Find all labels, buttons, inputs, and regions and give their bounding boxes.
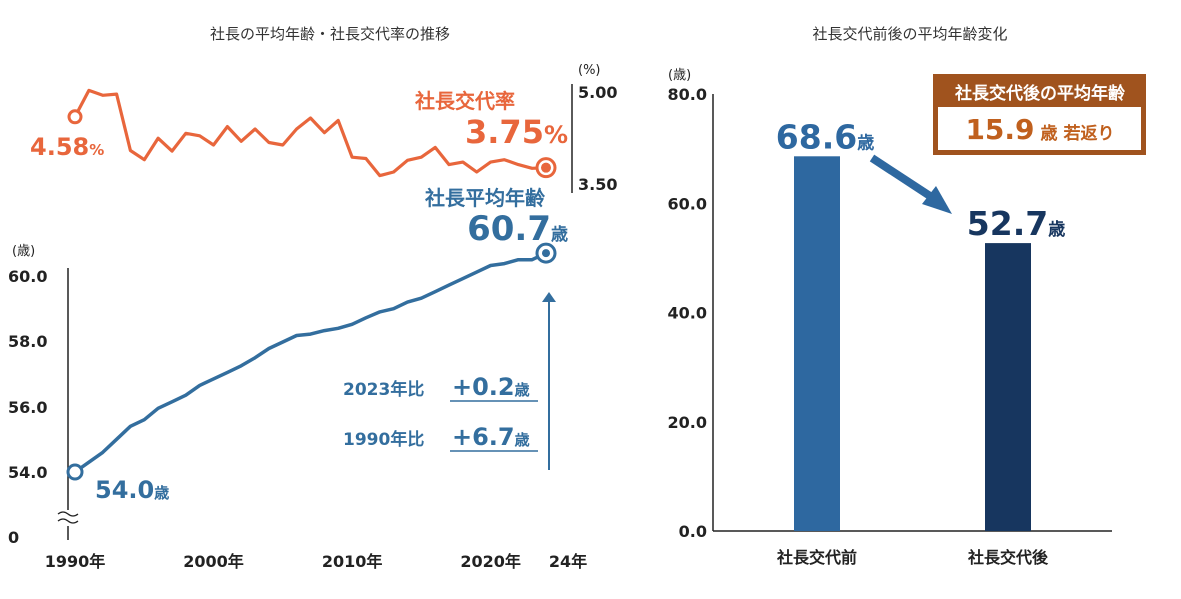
- annotation-vs-2023-prefix: 2023年比: [343, 379, 424, 400]
- age-series-line: [73, 251, 547, 474]
- age-points: [66, 242, 557, 481]
- axis-break-icon: [57, 511, 79, 524]
- bar-y-tick-label: 60.0: [668, 194, 707, 213]
- bar-value-label: 68.6歳: [776, 117, 874, 156]
- rate-points: [67, 109, 557, 179]
- badge-value: 15.9 歳若返り: [965, 113, 1114, 146]
- age-axis-unit: (歳): [12, 244, 35, 259]
- bar-y-tick-label: 0.0: [679, 522, 707, 541]
- x-tick-label: 1990年: [45, 552, 106, 571]
- x-tick-label: 2000年: [183, 552, 244, 571]
- age-tick-540: 54.0: [8, 463, 47, 482]
- age-tick-580: 58.0: [8, 332, 47, 351]
- right-chart: 社長交代前後の平均年齢変化 (歳) 80.0 60.0 40.0 20.0 0.0 68…: [668, 25, 1146, 567]
- annotation-vs-1990: 1990年比 +6.7歳: [343, 423, 538, 452]
- badge-title: 社長交代後の平均年齢: [954, 83, 1126, 104]
- rate-tick-500: 5.00: [578, 83, 617, 102]
- right-chart-title: 社長交代前後の平均年齢変化: [812, 25, 1007, 43]
- bar: [794, 156, 840, 532]
- rate-series-line: [73, 88, 547, 178]
- bar-value-label: 52.7歳: [967, 204, 1065, 243]
- age-tick-zero: 0: [8, 528, 19, 547]
- x-tick-label: 2010年: [322, 552, 383, 571]
- decrease-arrow-head-icon: [922, 186, 952, 214]
- age-point-core: [542, 249, 550, 258]
- left-x-ticks: 1990年 2000年 2010年 2020年 24年: [45, 552, 587, 571]
- annotation-vs-1990-value: +6.7歳: [452, 423, 530, 451]
- x-tick-label: 24年: [549, 552, 587, 571]
- annotation-vs-2023-value: +0.2歳: [452, 373, 530, 401]
- rate-point-core: [541, 162, 551, 173]
- annotation-vs-1990-prefix: 1990年比: [343, 429, 424, 450]
- decrease-arrow: [869, 154, 933, 200]
- age-start-label: 54.0歳: [95, 476, 169, 504]
- rate-start-label: 4.58%: [30, 133, 104, 161]
- left-chart: 社長の平均年齢・社長交代率の推移 (%) 5.00 3.50 (歳) 60.0 …: [8, 25, 617, 571]
- bar-category-label: 社長交代前: [776, 548, 857, 567]
- age-series-label: 社長平均年齢: [424, 186, 546, 210]
- left-chart-title: 社長の平均年齢・社長交代率の推移: [210, 25, 450, 43]
- bar: [985, 243, 1031, 531]
- age-tick-560: 56.0: [8, 398, 47, 417]
- age-tick-600: 60.0: [8, 267, 47, 286]
- rate-tick-350: 3.50: [578, 175, 617, 194]
- age-end-label: 60.7歳: [467, 209, 568, 249]
- bar-axis-unit: (歳): [668, 68, 691, 83]
- bar-category-label: 社長交代後: [967, 548, 1049, 567]
- bar-y-tick-label: 20.0: [668, 413, 707, 432]
- x-tick-label: 2020年: [460, 552, 521, 571]
- rate-series-label: 社長交代率: [414, 89, 515, 113]
- bar-y-tick-label: 80.0: [668, 85, 707, 104]
- badge-body: [938, 107, 1141, 150]
- bar-y-ticks: 80.0 60.0 40.0 20.0 0.0: [668, 85, 707, 541]
- rate-point: [67, 109, 83, 125]
- age-point: [66, 463, 84, 481]
- rate-axis-unit: (%): [578, 63, 601, 78]
- increase-arrow-head-icon: [542, 292, 556, 302]
- rate-end-label: 3.75%: [465, 113, 568, 151]
- bar-y-tick-label: 40.0: [668, 304, 707, 323]
- annotation-vs-2023: 2023年比 +0.2歳: [343, 373, 538, 402]
